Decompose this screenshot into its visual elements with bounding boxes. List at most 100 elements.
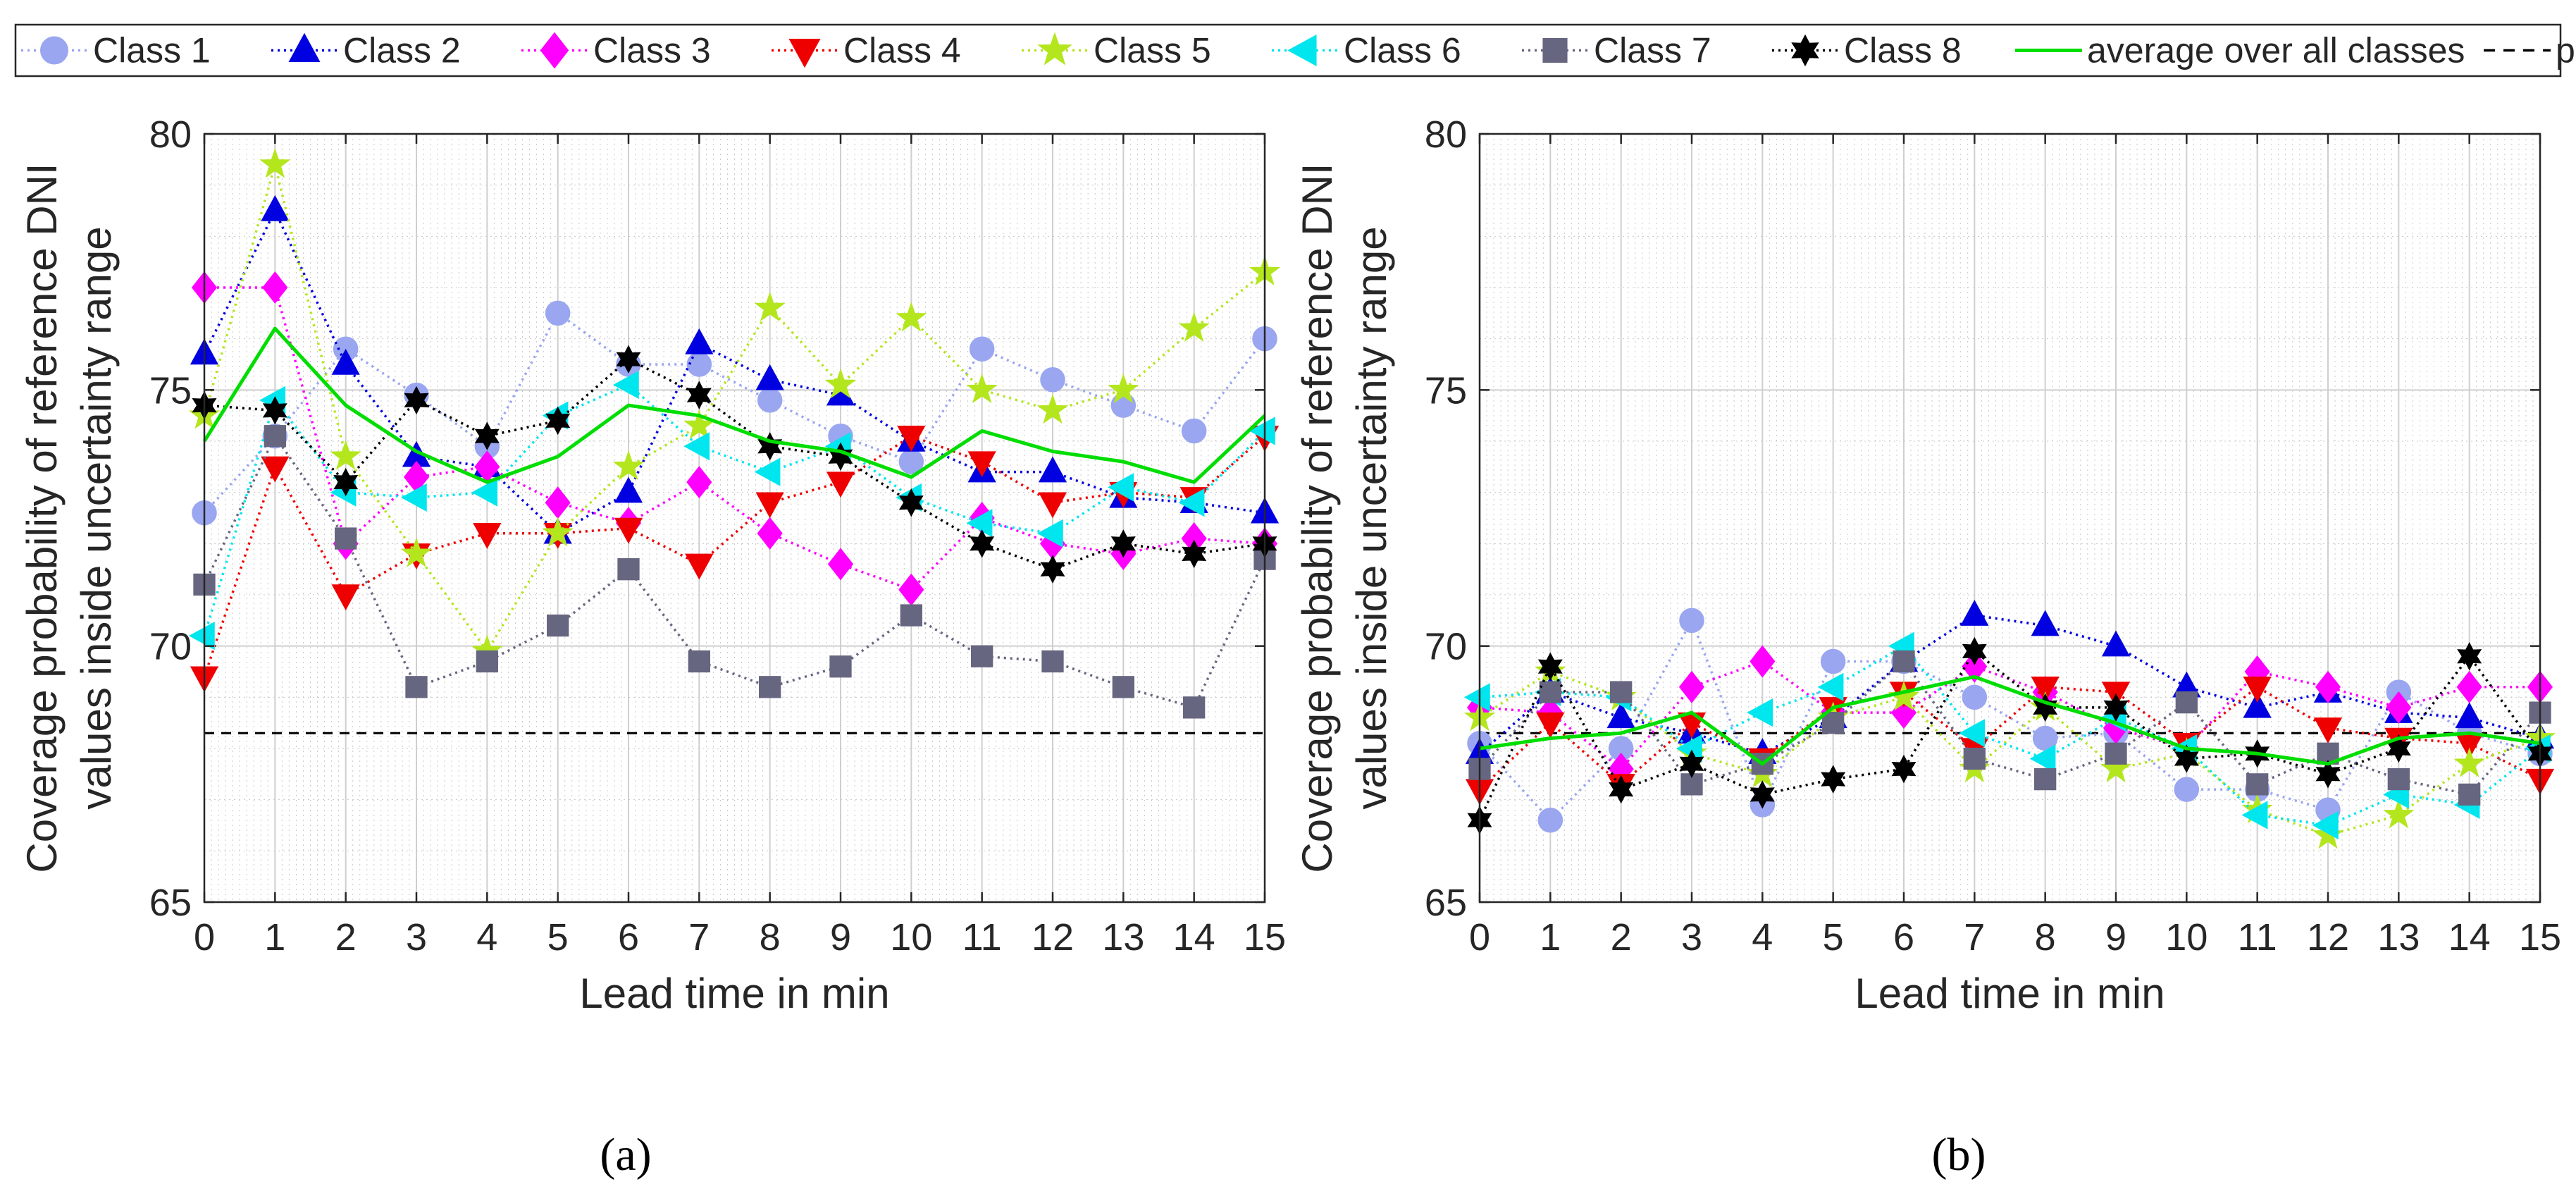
data-point-class-7 xyxy=(2105,742,2127,765)
data-point-class-7 xyxy=(1112,676,1134,698)
x-tick-label: 0 xyxy=(1469,916,1490,958)
data-point-class-5 xyxy=(259,148,291,178)
data-point-class-1 xyxy=(757,388,783,413)
series-average-over-all-classes xyxy=(1479,674,2541,766)
data-point-class-5 xyxy=(2312,819,2344,849)
data-point-class-6 xyxy=(2029,744,2056,773)
panel-caption: (b) xyxy=(1932,1129,1986,1180)
series-class-7 xyxy=(193,425,1276,719)
data-point-class-3 xyxy=(686,466,712,499)
data-point-class-7 xyxy=(900,604,922,627)
data-point-class-4 xyxy=(2313,717,2343,744)
data-point-class-6 xyxy=(1178,488,1205,517)
x-tick-label: 9 xyxy=(830,916,851,958)
data-point-class-6 xyxy=(612,370,639,400)
x-tick-label: 11 xyxy=(2238,916,2277,958)
data-point-class-6 xyxy=(1959,719,1986,748)
data-point-class-1 xyxy=(686,352,712,377)
data-point-class-4 xyxy=(826,471,855,498)
data-point-class-8 xyxy=(616,345,641,374)
x-tick-label: 13 xyxy=(1102,916,1144,958)
data-point-class-4 xyxy=(1038,492,1067,519)
x-tick-label: 6 xyxy=(618,916,639,958)
data-point-class-8 xyxy=(2315,760,2341,789)
x-tick-label: 4 xyxy=(476,916,497,958)
legend-label-p68-3-border: p68.3% border xyxy=(2556,31,2576,70)
series-line-class-1 xyxy=(203,312,1266,514)
legend-label-class-6: Class 6 xyxy=(1344,31,1461,70)
data-point-class-2 xyxy=(1606,702,1635,729)
data-point-class-5 xyxy=(1036,394,1069,424)
data-point-class-8 xyxy=(1609,775,1634,804)
data-point-class-6 xyxy=(754,457,781,486)
y-tick-label: 80 xyxy=(149,113,192,156)
series-class-7 xyxy=(1468,650,2551,806)
legend-label-class-8: Class 8 xyxy=(1844,31,1962,70)
x-tick-label: 12 xyxy=(2307,916,2349,958)
data-point-class-8 xyxy=(1891,754,1916,784)
data-point-class-8 xyxy=(970,529,995,558)
x-tick-label: 5 xyxy=(547,916,569,958)
data-point-class-3 xyxy=(1962,650,1988,683)
legend-item-class-7: Class 7 xyxy=(1522,31,1711,70)
data-point-class-6 xyxy=(683,432,710,461)
series-line-class-2 xyxy=(203,209,1265,535)
data-point-class-6 xyxy=(1463,683,1490,712)
y-axis-label-line-1: Coverage probability of reference DNI xyxy=(1294,163,1341,873)
y-tick-label: 80 xyxy=(1425,113,1467,156)
data-point-class-5 xyxy=(330,440,361,470)
x-tick-label: 15 xyxy=(1244,916,1286,958)
data-point-class-7 xyxy=(1183,696,1206,719)
data-point-class-5 xyxy=(966,374,998,404)
y-tick-label: 70 xyxy=(1425,626,1467,668)
data-point-class-8 xyxy=(474,421,500,450)
data-point-class-7 xyxy=(617,558,640,581)
data-point-class-1 xyxy=(2032,725,2058,751)
data-point-class-8 xyxy=(333,467,359,497)
data-point-class-6 xyxy=(1108,473,1134,502)
data-point-class-6 xyxy=(1036,519,1063,548)
axes-box xyxy=(1478,132,2541,904)
data-point-class-6 xyxy=(966,509,993,538)
x-tick-label: 9 xyxy=(2105,916,2126,958)
plot-area xyxy=(204,134,1265,902)
data-point-class-6 xyxy=(1817,672,1844,701)
legend-label-class-2: Class 2 xyxy=(343,31,461,70)
data-point-class-1 xyxy=(1537,807,1563,833)
data-point-class-5 xyxy=(1888,681,1920,711)
x-tick-label: 12 xyxy=(1032,916,1074,958)
x-tick-label: 4 xyxy=(1752,916,1773,958)
x-tick-label: 10 xyxy=(2165,916,2207,958)
panel-caption: (a) xyxy=(600,1129,651,1180)
minor-grid xyxy=(204,134,1265,902)
ticks xyxy=(1478,132,2541,904)
series-line-average-over-all-classes xyxy=(1479,674,2541,766)
data-point-class-8 xyxy=(1537,652,1563,681)
data-point-class-3 xyxy=(827,548,854,581)
legend-label-class-5: Class 5 xyxy=(1094,31,1211,70)
data-point-class-8 xyxy=(1679,749,1704,779)
data-point-class-8 xyxy=(2033,693,2058,722)
data-point-class-7 xyxy=(2246,773,2269,796)
legend-marker-class-7 xyxy=(1542,37,1568,63)
data-point-class-1 xyxy=(1679,608,1704,634)
data-point-class-4 xyxy=(331,584,360,611)
data-point-class-5 xyxy=(2453,747,2485,777)
legend-marker-class-4 xyxy=(788,38,821,68)
plot-area xyxy=(1480,134,2540,902)
data-point-class-6 xyxy=(2312,810,2339,840)
x-tick-label: 3 xyxy=(406,916,427,958)
data-point-class-7 xyxy=(1539,681,1561,703)
data-point-class-7 xyxy=(971,645,993,667)
legend-item-class-4: Class 4 xyxy=(772,31,961,70)
data-point-class-4 xyxy=(685,553,714,580)
legend-marker-class-6 xyxy=(1287,34,1317,67)
data-point-class-2 xyxy=(2101,630,2131,657)
data-point-class-7 xyxy=(2458,783,2481,806)
data-point-class-8 xyxy=(2457,641,2482,671)
legend-item-class-2: Class 2 xyxy=(271,31,461,70)
series-line-class-8 xyxy=(204,357,1265,571)
data-point-class-6 xyxy=(188,622,215,651)
